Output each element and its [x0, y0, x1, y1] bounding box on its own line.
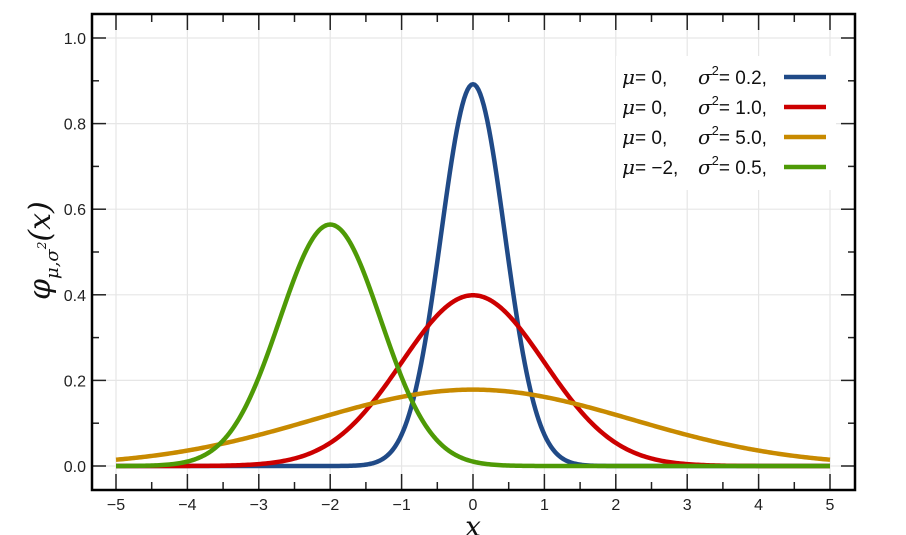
legend-entry: μ= 0, σ2= 0.2, — [622, 63, 826, 89]
y-tick-label: 0.0 — [64, 459, 86, 476]
axis-ticks — [92, 14, 855, 490]
legend-entry: μ= −2, σ2= 0.5, — [622, 153, 826, 179]
x-tick-label: 0 — [469, 497, 478, 514]
y-axis-title: φμ,σ2(x) — [23, 201, 63, 300]
legend-sigma-label: σ2= 0.5, — [698, 153, 767, 179]
legend-label: μ= 0, — [622, 125, 667, 149]
x-tick-label: 3 — [683, 497, 692, 514]
x-tick-label: −3 — [250, 497, 268, 514]
x-axis-title: x — [465, 510, 481, 535]
y-tick-label: 0.2 — [64, 373, 86, 390]
y-tick-label: 1.0 — [64, 31, 86, 48]
x-tick-label: 5 — [826, 497, 835, 514]
y-axis-title-arg: (x) — [23, 201, 58, 241]
x-tick-label: −4 — [178, 497, 196, 514]
y-axis-title-sub: μ,σ — [42, 249, 63, 279]
y-axis-title-sup: 2 — [35, 242, 49, 251]
y-tick-labels: 0.0 0.2 0.4 0.6 0.8 1.0 — [64, 31, 86, 476]
legend-sigma-label: σ2= 1.0, — [698, 93, 767, 119]
legend-entry: μ= 0, σ2= 1.0, — [622, 93, 826, 119]
x-tick-label: −2 — [321, 497, 339, 514]
legend-label: μ= 0, — [622, 95, 667, 119]
legend-entry: μ= 0, σ2= 5.0, — [622, 123, 826, 149]
pdf-curve — [115, 222, 831, 469]
legend-label: μ= 0, — [622, 65, 667, 89]
x-tick-label: 4 — [754, 497, 763, 514]
y-tick-label: 0.4 — [64, 288, 86, 305]
y-tick-label: 0.8 — [64, 117, 86, 134]
x-tick-label: −1 — [392, 497, 410, 514]
pdf-curves — [115, 81, 831, 469]
svg-text:φμ,σ2(x): φμ,σ2(x) — [23, 201, 63, 300]
x-tick-labels: −5 −4 −3 −2 −1 0 1 2 3 4 5 — [107, 497, 835, 514]
x-tick-label: −5 — [107, 497, 125, 514]
legend-label: μ= −2, — [622, 155, 678, 179]
pdf-curve — [115, 387, 831, 462]
y-tick-label: 0.6 — [64, 202, 86, 219]
legend-sigma-label: σ2= 5.0, — [698, 123, 767, 149]
x-tick-label: 2 — [611, 497, 620, 514]
y-axis-title-phi: φ — [23, 279, 58, 300]
legend: μ= 0, σ2= 0.2,μ= 0, σ2= 1.0,μ= 0, σ2= 5.0,μ… — [616, 56, 836, 190]
legend-sigma-label: σ2= 0.2, — [698, 63, 767, 89]
x-tick-label: 1 — [540, 497, 549, 514]
plot-frame — [90, 12, 857, 492]
